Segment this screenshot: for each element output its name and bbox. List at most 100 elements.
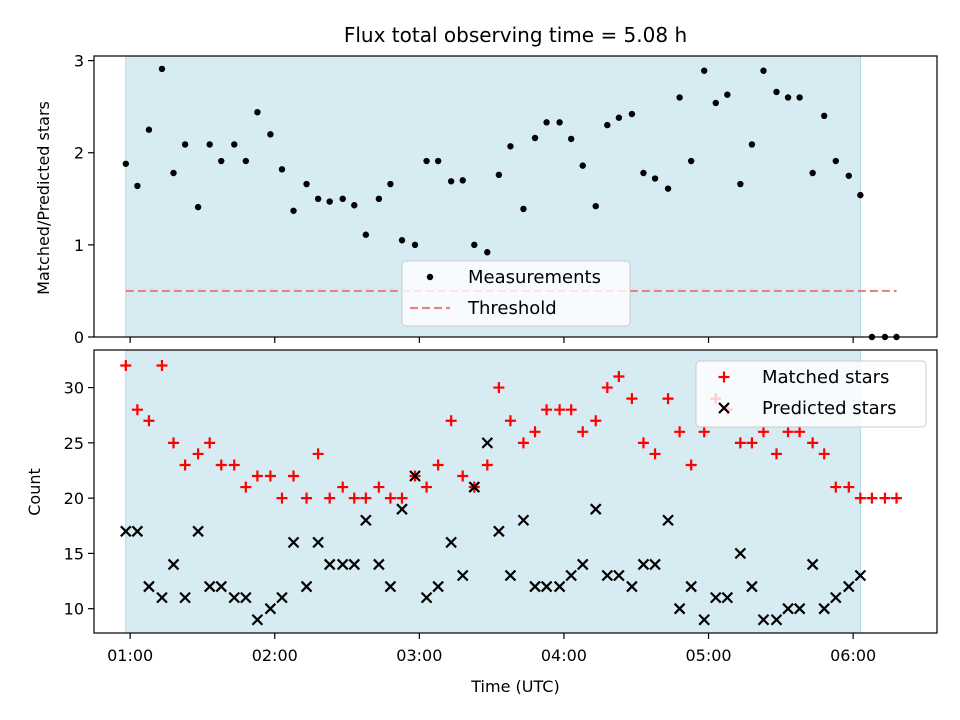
predicted-star-point [565,569,577,582]
legend: Measurements Threshold [401,260,631,327]
matched-star-point [457,470,469,482]
measurement-point [664,185,672,192]
predicted-star-point [721,591,734,604]
matched-star-point [891,492,903,504]
matched-star-point [674,426,686,438]
matched-star-point [215,459,227,471]
predicted-star-point [373,558,385,571]
measurement-point [845,172,852,179]
predicted-star-point [251,613,264,626]
matched-star-point [613,371,625,383]
matched-star-point [337,481,349,493]
x-tick-label: 04:00 [541,646,587,665]
measurement-point [170,169,177,177]
measurement-point [145,126,153,133]
predicted-star-point [830,591,842,604]
matched-star-point [143,415,155,427]
predicted-star-point [843,580,855,593]
matched-star-point [445,415,457,427]
predicted-star-point [192,525,204,538]
measurement-point [290,207,297,214]
measurement-point [579,162,586,169]
measurement-point [362,231,370,238]
legend-label: Matched stars [762,367,889,388]
measurement-point [434,157,442,165]
legend-box [401,260,631,327]
plot-frame [93,55,938,338]
top-panel-title: Flux total observing time = 5.08 h [344,23,687,47]
predicted-star-point [456,569,469,582]
predicted-star-point [120,525,132,538]
predicted-star-point [228,591,241,604]
matched-star-point [794,426,806,438]
measurement-point [821,112,828,120]
predicted-star-point [300,580,313,593]
matched-star-point [240,481,252,493]
matched-star-point [637,437,649,449]
measurement-point [411,241,419,249]
legend-marker-matched [718,371,730,383]
measurement-point [423,157,430,165]
measurement-point [242,157,250,165]
measurement-point [760,67,767,74]
predicted-star-point [649,558,661,571]
predicted-star-point [481,437,494,449]
predicted-star-point [203,580,216,593]
matched-star-point [131,404,143,416]
predicted-star-point [698,613,710,626]
matched-star-point [577,426,589,438]
measurement-point [796,94,803,101]
predicted-star-point [336,558,349,571]
predicted-star-point [445,536,457,549]
predicted-star-point [420,591,433,604]
x-tick-label: 05:00 [685,646,731,665]
matched-star-point [204,437,216,449]
predicted-star-point [540,580,553,593]
measurement-point [447,178,455,185]
predicted-star-point [529,580,541,593]
measurement-point [218,157,225,165]
measurement-point [122,160,130,167]
matched-star-point [734,437,746,449]
measurement-point [592,202,599,210]
legend-label: Predicted stars [762,398,896,419]
measurement-point [507,143,514,150]
top-panel-y-axis-label: Matched/Predicted stars [34,101,53,295]
measurement-point [314,195,322,203]
matched-star-point [432,459,444,471]
predicted-star-point [504,569,517,582]
measurement-point [231,141,238,148]
measurement-point [857,191,864,199]
measurement-point [339,195,346,203]
plot-frame [93,349,938,634]
matched-star-point [854,492,866,504]
measurement-point [351,202,358,209]
predicted-star-point [746,580,758,593]
predicted-star-point [396,503,408,515]
matched-star-point [649,448,661,460]
matched-star-point [264,470,276,482]
matched-star-point [156,359,168,371]
measurement-point [676,94,683,101]
matched-star-point [179,459,191,471]
matched-star-point [168,437,180,449]
measurement-point [387,180,394,188]
predicted-star-point [348,558,361,571]
measurement-point [543,119,550,126]
matched-star-point [807,437,819,449]
matched-star-point [301,492,313,504]
measurement-point [194,203,202,211]
measurement-point [784,94,792,101]
predicted-star-point [709,591,722,604]
y-tick-label: 2 [74,144,84,163]
matched-star-point [782,426,794,438]
measurement-point [278,166,286,173]
measurement-point [724,91,731,98]
predicted-star-point [734,547,747,560]
matched-star-point [384,492,396,504]
matched-star-point [251,470,263,482]
predicted-star-point [323,558,336,571]
series-matched-stars [120,359,903,504]
measurement-point [687,157,695,165]
